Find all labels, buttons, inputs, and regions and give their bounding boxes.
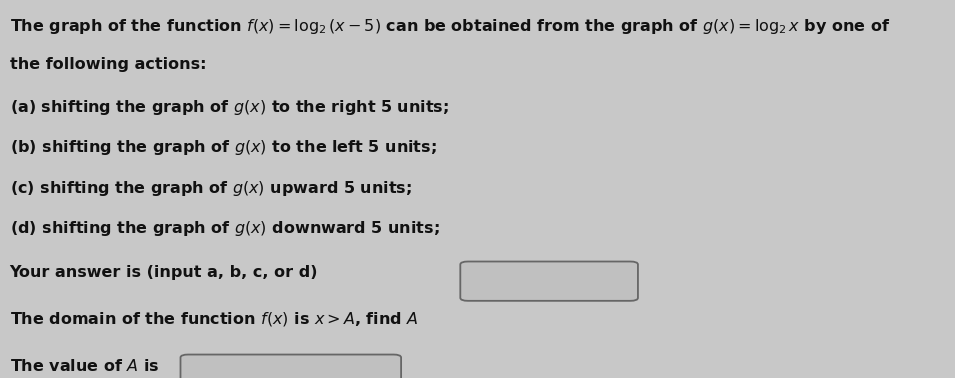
Text: Your answer is (input a, b, c, or d): Your answer is (input a, b, c, or d) xyxy=(10,265,318,280)
Text: The domain of the function $f(x)$ is $x > A$, find $A$: The domain of the function $f(x)$ is $x … xyxy=(10,310,418,328)
Text: The graph of the function $f(x) = \log_2(x - 5)$ can be obtained from the graph : The graph of the function $f(x) = \log_2… xyxy=(10,17,890,36)
Text: (d) shifting the graph of $g(x)$ downward 5 units;: (d) shifting the graph of $g(x)$ downwar… xyxy=(10,219,439,238)
Text: (c) shifting the graph of $g(x)$ upward 5 units;: (c) shifting the graph of $g(x)$ upward … xyxy=(10,179,412,198)
FancyBboxPatch shape xyxy=(460,262,638,301)
Text: the following actions:: the following actions: xyxy=(10,57,206,73)
Text: The value of $A$ is: The value of $A$ is xyxy=(10,358,159,373)
Text: (a) shifting the graph of $g(x)$ to the right 5 units;: (a) shifting the graph of $g(x)$ to the … xyxy=(10,98,449,117)
FancyBboxPatch shape xyxy=(180,355,401,378)
Text: (b) shifting the graph of $g(x)$ to the left 5 units;: (b) shifting the graph of $g(x)$ to the … xyxy=(10,138,436,157)
